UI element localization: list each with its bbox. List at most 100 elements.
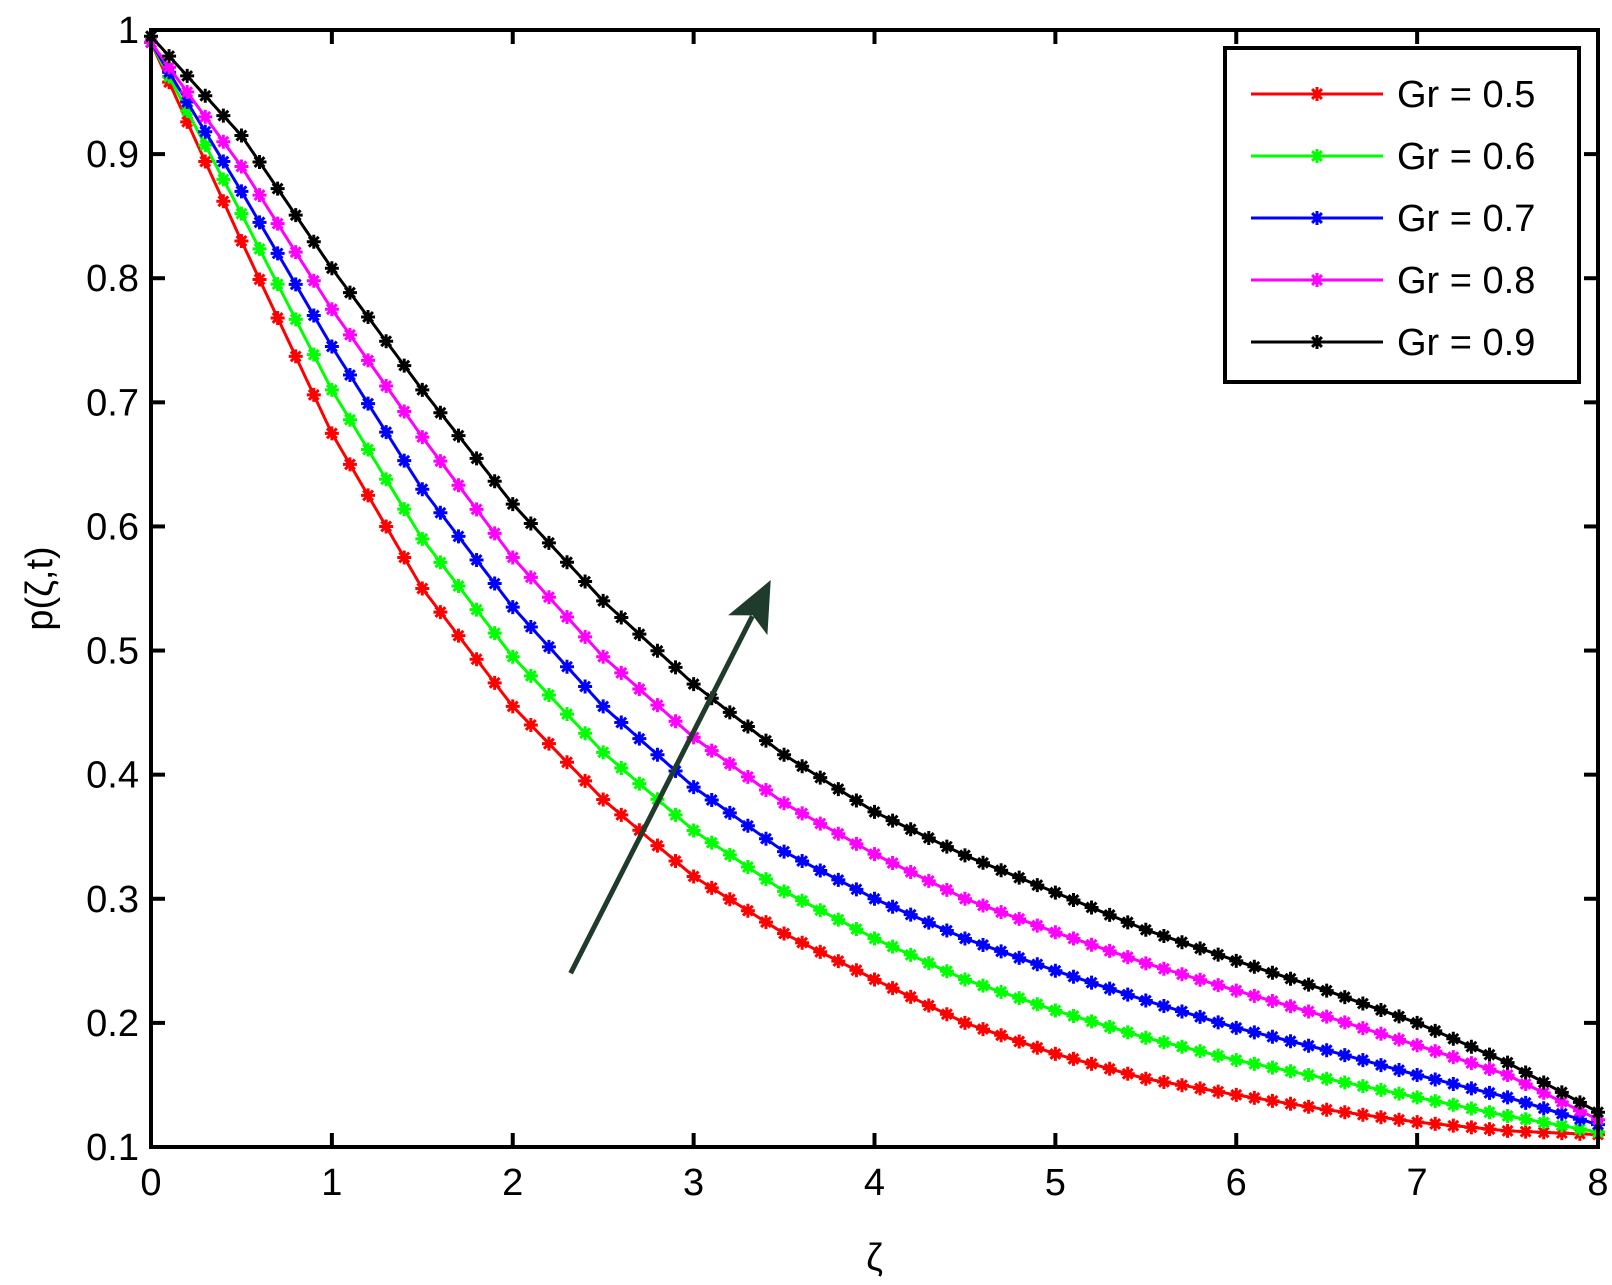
data-point xyxy=(1500,1108,1515,1123)
data-point xyxy=(867,804,882,819)
data-point xyxy=(596,745,611,760)
data-point xyxy=(614,715,629,730)
data-point xyxy=(632,682,647,697)
data-point xyxy=(578,726,593,741)
data-point xyxy=(1464,1101,1479,1116)
data-point xyxy=(994,1028,1009,1043)
data-point xyxy=(198,124,213,139)
data-point xyxy=(1120,1066,1135,1081)
data-point xyxy=(324,382,339,397)
data-point xyxy=(957,891,972,906)
data-point xyxy=(1048,885,1063,900)
data-point xyxy=(451,529,466,544)
data-point xyxy=(288,245,303,260)
data-point xyxy=(1156,961,1171,976)
data-point xyxy=(686,823,701,838)
data-point xyxy=(994,863,1009,878)
data-point xyxy=(451,428,466,443)
data-point xyxy=(722,847,737,862)
data-point xyxy=(1301,1038,1316,1053)
series-layer xyxy=(144,29,1605,1142)
data-point xyxy=(560,659,575,674)
arrow-head xyxy=(728,580,771,636)
data-point xyxy=(1500,1068,1515,1083)
data-point xyxy=(505,649,520,664)
data-point xyxy=(849,882,864,897)
data-point xyxy=(1174,1004,1189,1019)
data-point xyxy=(1247,988,1262,1003)
data-point xyxy=(1392,1032,1407,1047)
data-point xyxy=(1301,1068,1316,1083)
series-gr-0-8 xyxy=(144,35,1605,1127)
data-point xyxy=(270,277,285,292)
data-point xyxy=(1536,1101,1551,1116)
data-point xyxy=(306,234,321,249)
data-point xyxy=(451,628,466,643)
data-point xyxy=(1428,1116,1443,1131)
data-point xyxy=(1193,1009,1208,1024)
legend-item: Gr = 0.7 xyxy=(1251,198,1535,240)
data-point xyxy=(487,675,502,690)
data-point xyxy=(1283,1034,1298,1049)
data-point xyxy=(288,277,303,292)
data-point xyxy=(885,939,900,954)
data-point xyxy=(903,947,918,962)
data-point xyxy=(361,488,376,503)
data-point xyxy=(668,807,683,822)
data-point xyxy=(758,831,773,846)
legend: Gr = 0.5 Gr = 0.6 Gr = 0.7 Gr = 0.8 Gr = 0.9 xyxy=(1223,46,1581,384)
data-point xyxy=(1337,990,1352,1005)
x-tick-label: 7 xyxy=(1407,1162,1428,1204)
data-point xyxy=(198,138,213,153)
data-point xyxy=(722,892,737,907)
data-point xyxy=(1211,978,1226,993)
data-point xyxy=(921,915,936,930)
data-point xyxy=(1319,1009,1334,1024)
data-point xyxy=(361,396,376,411)
data-point xyxy=(397,502,412,517)
data-point xyxy=(939,839,954,854)
data-point xyxy=(831,872,846,887)
data-point xyxy=(632,731,647,746)
data-point xyxy=(596,649,611,664)
y-tick-label: 0.2 xyxy=(86,1003,139,1045)
data-point xyxy=(1572,1103,1587,1118)
data-point xyxy=(1518,1124,1533,1139)
data-point xyxy=(1102,981,1117,996)
data-point xyxy=(1428,1094,1443,1109)
data-point xyxy=(1410,1115,1425,1130)
data-point xyxy=(813,863,828,878)
data-point xyxy=(885,856,900,871)
data-point xyxy=(523,718,538,733)
data-point xyxy=(306,387,321,402)
data-point xyxy=(831,954,846,969)
y-tick-label: 0.7 xyxy=(86,382,139,424)
data-point xyxy=(1012,1034,1027,1049)
data-point xyxy=(487,576,502,591)
axes xyxy=(149,28,1600,1149)
data-point xyxy=(469,652,484,667)
data-point xyxy=(650,643,665,658)
data-point xyxy=(324,426,339,441)
data-point xyxy=(795,759,810,774)
data-point xyxy=(1428,1023,1443,1038)
data-point xyxy=(1012,950,1027,965)
data-point xyxy=(849,836,864,851)
data-point xyxy=(777,884,792,899)
data-point xyxy=(198,109,213,124)
data-point xyxy=(1048,1003,1063,1018)
data-point xyxy=(1156,1035,1171,1050)
data-point xyxy=(505,600,520,615)
data-point xyxy=(1536,1075,1551,1090)
data-point xyxy=(1446,1118,1461,1133)
data-point xyxy=(252,188,267,203)
data-point xyxy=(1012,911,1027,926)
data-point xyxy=(541,535,556,550)
data-point xyxy=(614,760,629,775)
data-point xyxy=(469,502,484,517)
data-point xyxy=(342,327,357,342)
data-point xyxy=(795,854,810,869)
legend-marker xyxy=(1310,211,1324,225)
data-point xyxy=(777,747,792,762)
data-point xyxy=(921,998,936,1013)
